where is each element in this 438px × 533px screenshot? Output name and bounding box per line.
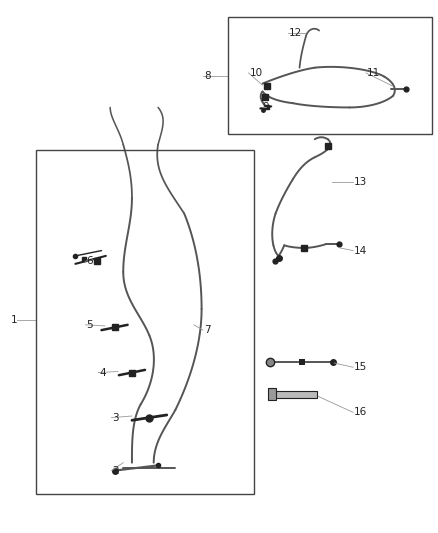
Bar [268,389,276,400]
Text: 11: 11 [367,68,380,78]
Text: 6: 6 [86,256,93,266]
Text: 1: 1 [11,314,18,325]
Text: 14: 14 [354,246,367,256]
Text: 2: 2 [113,466,119,475]
Bar [36,150,254,495]
Text: 5: 5 [86,320,93,330]
Text: 9: 9 [262,102,269,112]
Bar [228,17,432,134]
Bar [269,391,317,398]
Text: 3: 3 [113,413,119,423]
Text: 16: 16 [354,407,367,417]
Text: 4: 4 [99,368,106,377]
Text: 13: 13 [354,176,367,187]
Text: 10: 10 [250,68,263,78]
Text: 15: 15 [354,362,367,372]
Text: 7: 7 [204,325,210,335]
Text: 8: 8 [204,70,210,80]
Text: 12: 12 [289,28,302,38]
